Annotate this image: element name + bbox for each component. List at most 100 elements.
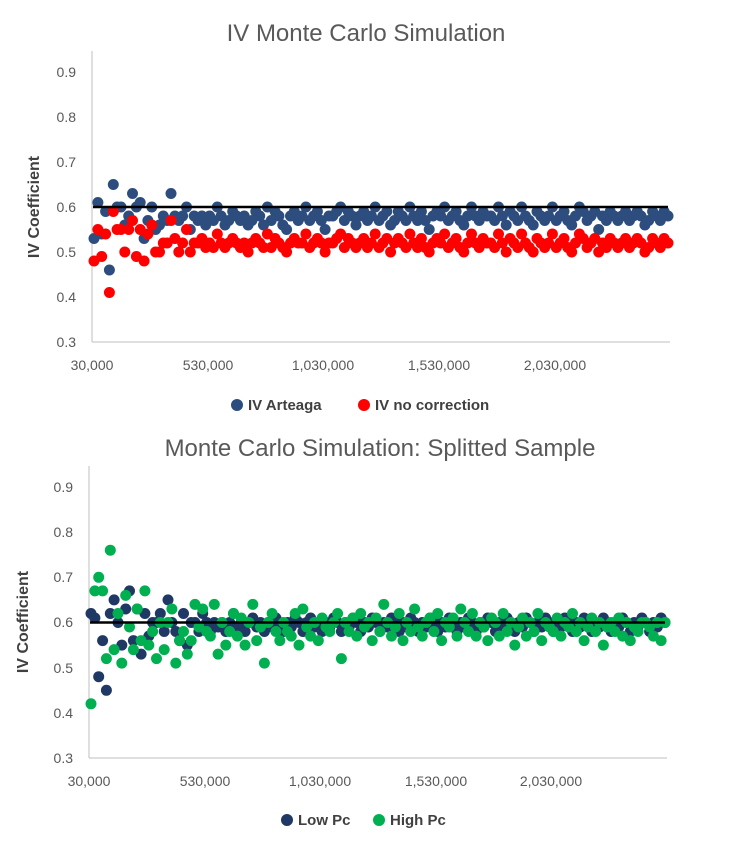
data-point-high-pc [116, 657, 128, 669]
data-point-iv-no-correction [450, 233, 462, 244]
chart-1-x-tick: 30,000 [71, 357, 114, 373]
data-point-high-pc [208, 598, 220, 610]
data-point-high-pc [324, 626, 336, 637]
data-point-iv-arteaga [311, 206, 323, 217]
data-point-high-pc [567, 608, 578, 619]
data-point-high-pc [93, 571, 105, 583]
data-point-iv-arteaga [415, 206, 427, 217]
data-point-high-pc [513, 621, 525, 633]
data-point-high-pc [455, 603, 467, 615]
data-point-iv-arteaga [423, 224, 435, 235]
data-point-iv-arteaga [165, 188, 177, 199]
data-point-high-pc [443, 621, 455, 633]
data-point-high-pc [451, 630, 463, 642]
data-point-high-pc [127, 644, 139, 656]
data-point-high-pc [366, 635, 378, 647]
legend-marker-low-pc [281, 814, 293, 826]
data-point-low-pc [97, 635, 109, 647]
chart-1-y-tick: 0.3 [57, 334, 77, 350]
data-point-high-pc [389, 621, 401, 633]
data-point-iv-arteaga [346, 210, 358, 222]
data-point-high-pc [466, 608, 478, 619]
chart-1-x-tick: 530,000 [183, 357, 234, 373]
data-point-high-pc [470, 630, 482, 642]
data-point-iv-no-correction [96, 251, 108, 262]
data-point-iv-no-correction [466, 228, 477, 240]
data-point-high-pc [166, 603, 178, 615]
data-point-high-pc [108, 644, 120, 656]
data-point-high-pc [181, 648, 193, 660]
data-point-high-pc [151, 653, 162, 665]
data-point-iv-arteaga [527, 219, 539, 231]
data-point-high-pc [212, 648, 224, 660]
data-point-high-pc [297, 603, 309, 615]
data-point-iv-arteaga [662, 210, 674, 222]
data-point-iv-no-correction [181, 224, 192, 235]
data-point-high-pc [293, 639, 305, 651]
data-point-iv-arteaga [103, 264, 115, 276]
data-point-low-pc [154, 608, 166, 619]
data-point-iv-no-correction [423, 246, 435, 258]
data-point-low-pc [127, 635, 139, 647]
data-point-low-pc [100, 684, 112, 696]
data-point-iv-no-correction [369, 228, 381, 240]
data-point-iv-no-correction [123, 224, 135, 235]
data-point-high-pc [239, 639, 251, 651]
data-point-high-pc [655, 635, 667, 647]
data-point-iv-no-correction [107, 206, 119, 217]
data-point-high-pc [335, 653, 347, 665]
data-point-high-pc [501, 626, 513, 637]
data-point-high-pc [632, 626, 644, 637]
data-point-high-pc [178, 626, 189, 637]
data-point-iv-no-correction [566, 246, 578, 258]
data-point-iv-no-correction [100, 228, 112, 240]
data-point-high-pc [509, 639, 521, 651]
data-point-high-pc [570, 626, 582, 637]
chart-1-x-tick: 1,030,000 [292, 357, 354, 373]
data-point-high-pc [251, 635, 263, 647]
data-point-high-pc [89, 585, 101, 597]
data-point-high-pc [312, 635, 324, 647]
data-point-high-pc [247, 598, 259, 610]
data-point-high-pc [139, 585, 151, 597]
data-point-low-pc [178, 608, 189, 619]
data-point-high-pc [378, 598, 390, 610]
data-point-iv-arteaga [500, 219, 512, 231]
legend-marker-high-pc [373, 814, 385, 826]
data-point-iv-arteaga [134, 197, 146, 208]
data-point-iv-no-correction [281, 246, 293, 258]
data-point-iv-no-correction [115, 224, 127, 235]
chart-2-y-tick: 0.4 [54, 705, 74, 721]
data-point-high-pc [416, 630, 428, 642]
data-point-iv-arteaga [381, 206, 393, 217]
data-point-high-pc [555, 630, 567, 642]
data-point-low-pc [104, 608, 116, 619]
data-point-iv-arteaga [462, 210, 474, 222]
legend-label-high-pc: High Pc [390, 812, 446, 829]
data-point-high-pc [393, 608, 405, 619]
data-point-high-pc [370, 612, 382, 624]
data-point-high-pc [316, 612, 328, 624]
data-point-iv-no-correction [300, 228, 312, 240]
data-point-iv-no-correction [546, 228, 558, 240]
data-point-iv-no-correction [138, 255, 150, 267]
legend-label-low-pc: Low Pc [298, 812, 351, 829]
chart-1-y-ticks: 0.3 0.4 0.5 0.6 0.7 0.8 0.9 [57, 64, 77, 350]
data-point-iv-arteaga [458, 219, 470, 231]
chart-1-x-tick: 1,530,000 [408, 357, 470, 373]
chart-2-title: Monte Carlo Simulation: Splitted Sample [165, 435, 596, 462]
data-point-high-pc [112, 608, 124, 619]
data-point-high-pc [397, 635, 409, 647]
data-point-low-pc [162, 594, 174, 606]
data-point-low-pc [89, 612, 101, 624]
chart-1-plot-area [88, 179, 674, 298]
data-point-high-pc [231, 630, 243, 642]
chart-1-legend: IV Arteaga IV no correction [231, 397, 489, 414]
data-point-high-pc [97, 585, 109, 597]
data-point-iv-arteaga [450, 206, 462, 217]
data-point-high-pc [131, 603, 143, 615]
data-point-iv-no-correction [527, 246, 539, 258]
chart-2-legend: Low Pc High Pc [281, 812, 446, 829]
data-point-high-pc [274, 635, 286, 647]
